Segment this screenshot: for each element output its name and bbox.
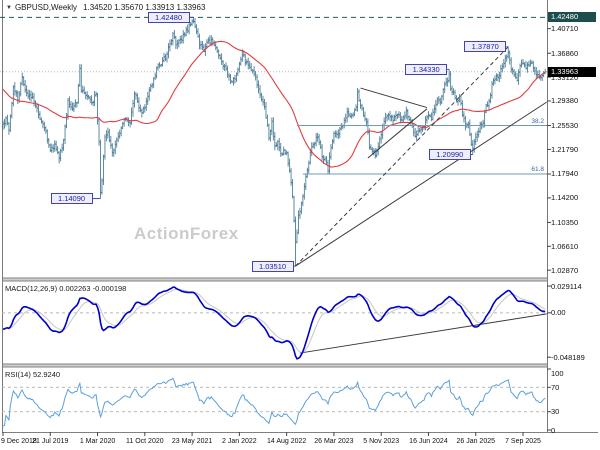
y-axis-tick-label: 1.17940 (551, 169, 579, 179)
x-axis-tick-label: 7 Sep 2025 (505, 438, 541, 445)
x-axis-tick-label: 26 Jan 2025 (456, 438, 496, 445)
x-axis-tick-label: 23 May 2021 (171, 438, 213, 445)
fib-level-label[interactable]: 38.2 (531, 117, 544, 125)
x-axis-tick-label: 26 Mar 2023 (314, 438, 354, 445)
y-axis-tick-label: 1.40710 (551, 24, 579, 34)
resistance-axis-label: 1.42480 (548, 12, 596, 23)
macd-name: MACD(12,26,9) (5, 284, 58, 293)
symbol-timeframe: GBPUSD,Weekly (14, 3, 78, 12)
current-price-axis-label: 1.33963 (548, 66, 596, 77)
rsi-axis-tick-label: 30 (551, 407, 560, 417)
ohlc-values: 1.34520 1.35670 1.33913 1.33963 (83, 3, 206, 12)
y-axis-tick-label: 1.33120 (551, 72, 579, 82)
rsi-indicator-label: RSI(14) 52.9240 (5, 370, 60, 379)
x-axis-tick-label: 16 Jun 2024 (409, 438, 448, 445)
macd-indicator-label: MACD(12,26,9) 0.002263 -0.000198 (5, 284, 126, 293)
x-axis-tick-label: 1 Mar 2020 (79, 438, 116, 445)
x-axis-tick-label: 21 Jul 2019 (32, 438, 69, 445)
rsi-axis-tick-label: 70 (551, 382, 560, 392)
y-axis-tick-label: 1.14200 (551, 193, 579, 203)
y-axis-tick-label: 1.36860 (551, 48, 579, 58)
y-axis-tick-label: 1.02870 (551, 265, 579, 275)
y-axis-tick-label: 1.10350 (551, 217, 579, 227)
y-axis-tick-label: 1.25530 (551, 121, 579, 131)
rsi-axis-tick-label: 0 (551, 425, 556, 435)
x-axis-tick-label: 11 Oct 2020 (126, 438, 164, 445)
price-callout[interactable]: 1.42480 (147, 11, 190, 23)
x-axis-tick-label: 9 Dec 2018 (1, 438, 37, 445)
rsi-value: 52.9240 (32, 370, 61, 379)
macd-axis-tick-label: 0.00 (551, 308, 566, 318)
macd-values: 0.002263 -0.000198 (59, 284, 127, 293)
y-axis-tick-label: 1.29380 (551, 96, 579, 106)
fib-level-label[interactable]: 61.8 (531, 165, 544, 173)
rsi-axis-tick-label: 100 (551, 369, 564, 378)
symbol-dropdown-icon[interactable]: ▼ (6, 5, 12, 11)
chart-title: ▼ GBPUSD,Weekly 1.34520 1.35670 1.33913 1.… (6, 3, 205, 12)
x-axis-tick-label: 14 Aug 2022 (266, 438, 307, 445)
price-callout[interactable]: 1.37870 (464, 41, 507, 53)
x-axis-tick-label: 2 Jan 2022 (222, 438, 257, 445)
y-axis-tick-label: 1.21790 (551, 144, 579, 154)
y-axis-tick-label: 1.06610 (551, 241, 579, 251)
macd-axis-tick-label: 0.029114 (551, 281, 582, 291)
x-axis-tick-label: 5 Nov 2023 (363, 438, 400, 445)
price-callout[interactable]: 1.34330 (405, 63, 448, 75)
price-callout[interactable]: 1.14090 (50, 193, 93, 205)
rsi-name: RSI(14) (5, 370, 31, 379)
price-callout[interactable]: 1.20990 (428, 149, 471, 161)
price-callout[interactable]: 1.03510 (251, 260, 294, 272)
watermark: ActionForex (134, 224, 239, 243)
macd-axis-tick-label: -0.048189 (551, 352, 585, 362)
